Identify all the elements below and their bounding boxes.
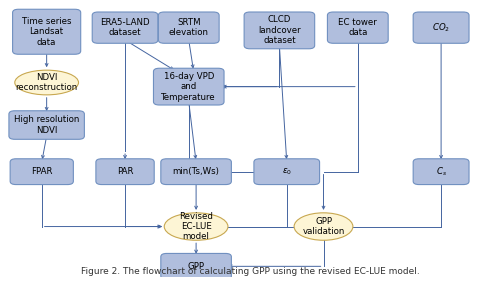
FancyBboxPatch shape xyxy=(328,12,388,43)
FancyBboxPatch shape xyxy=(92,12,158,43)
FancyBboxPatch shape xyxy=(254,159,320,185)
Text: Revised
EC-LUE
model: Revised EC-LUE model xyxy=(179,212,213,241)
Ellipse shape xyxy=(294,213,353,240)
FancyBboxPatch shape xyxy=(413,159,469,185)
FancyBboxPatch shape xyxy=(158,12,219,43)
FancyBboxPatch shape xyxy=(9,111,85,139)
Text: ERA5-LAND
dataset: ERA5-LAND dataset xyxy=(100,18,150,37)
FancyBboxPatch shape xyxy=(154,68,224,105)
Text: GPP
validation: GPP validation xyxy=(302,217,344,236)
Ellipse shape xyxy=(15,70,78,95)
Text: FPAR: FPAR xyxy=(31,167,52,176)
Text: EC tower
data: EC tower data xyxy=(338,18,377,37)
FancyBboxPatch shape xyxy=(10,159,74,185)
Text: min(Ts,Ws): min(Ts,Ws) xyxy=(172,167,220,176)
Text: NDVI
reconstruction: NDVI reconstruction xyxy=(16,73,78,92)
Text: 16-day VPD
and
Temperature: 16-day VPD and Temperature xyxy=(162,72,216,101)
FancyBboxPatch shape xyxy=(161,159,232,185)
FancyBboxPatch shape xyxy=(12,9,80,54)
Text: Time series
Landsat
data: Time series Landsat data xyxy=(22,17,72,47)
Text: GPP: GPP xyxy=(188,262,204,271)
Text: SRTM
elevation: SRTM elevation xyxy=(169,18,209,37)
Text: Figure 2. The flowchart of calculating GPP using the revised EC-LUE model.: Figure 2. The flowchart of calculating G… xyxy=(80,267,419,276)
Text: CLCD
landcover
dataset: CLCD landcover dataset xyxy=(258,15,300,45)
FancyBboxPatch shape xyxy=(413,12,469,43)
Text: $C_s$: $C_s$ xyxy=(436,165,446,178)
FancyBboxPatch shape xyxy=(96,159,154,185)
Text: $\epsilon_0$: $\epsilon_0$ xyxy=(282,166,292,177)
Text: PAR: PAR xyxy=(117,167,134,176)
FancyBboxPatch shape xyxy=(244,12,314,49)
Ellipse shape xyxy=(164,213,228,240)
Text: High resolution
NDVI: High resolution NDVI xyxy=(14,115,80,135)
Text: $CO_2$: $CO_2$ xyxy=(432,22,450,34)
FancyBboxPatch shape xyxy=(161,253,232,279)
